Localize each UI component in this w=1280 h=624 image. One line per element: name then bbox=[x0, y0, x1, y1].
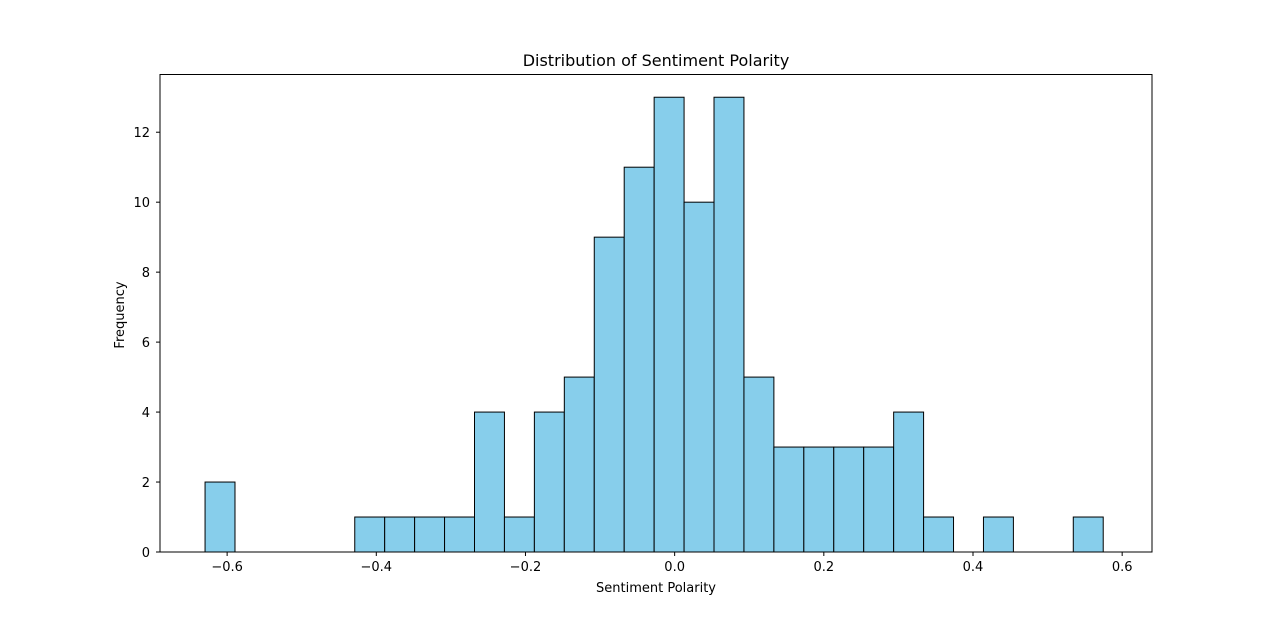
x-axis-label: Sentiment Polarity bbox=[596, 581, 716, 596]
x-tick-label: −0.2 bbox=[510, 560, 542, 575]
histogram-bar bbox=[474, 411, 505, 553]
histogram-bar bbox=[863, 446, 895, 553]
histogram-bar bbox=[414, 516, 446, 553]
histogram-bar bbox=[683, 201, 715, 553]
histogram-bar bbox=[444, 516, 475, 553]
x-tick-label: −0.4 bbox=[361, 560, 393, 575]
histogram-bar bbox=[743, 376, 775, 553]
axes-frame bbox=[159, 74, 1153, 553]
histogram-bar bbox=[503, 516, 535, 553]
histogram-bar bbox=[593, 236, 625, 553]
y-tick-label: 10 bbox=[133, 196, 150, 211]
histogram-bar bbox=[713, 96, 745, 553]
x-tick-label: −0.6 bbox=[211, 560, 243, 575]
histogram-bar bbox=[893, 411, 925, 553]
histogram-bar bbox=[563, 376, 595, 553]
histogram-bar bbox=[623, 166, 655, 553]
y-tick-label: 2 bbox=[142, 476, 150, 491]
x-tick-label: 0.0 bbox=[664, 560, 685, 575]
y-axis-ticks: 0 2 4 6 8 10 12 bbox=[133, 126, 160, 561]
histogram-bar bbox=[803, 446, 835, 553]
x-tick-label: 0.4 bbox=[963, 560, 984, 575]
x-tick-label: 0.6 bbox=[1112, 560, 1133, 575]
histogram-bar bbox=[982, 516, 1014, 553]
histogram-bar bbox=[833, 446, 865, 553]
histogram-bar bbox=[923, 516, 955, 553]
histogram-bar bbox=[354, 516, 386, 553]
x-tick-label: 0.2 bbox=[813, 560, 834, 575]
y-tick-label: 4 bbox=[142, 406, 150, 421]
bars-group bbox=[204, 96, 1104, 553]
y-tick-label: 8 bbox=[142, 266, 150, 281]
histogram-bar bbox=[384, 516, 416, 553]
histogram-bar bbox=[1072, 516, 1104, 553]
chart-title: Distribution of Sentiment Polarity bbox=[523, 51, 790, 70]
histogram-bar bbox=[653, 96, 685, 553]
y-tick-label: 0 bbox=[142, 546, 150, 561]
histogram-bar bbox=[533, 411, 565, 553]
y-axis-label: Frequency bbox=[113, 281, 128, 348]
histogram-bar bbox=[773, 446, 805, 553]
y-tick-label: 6 bbox=[142, 336, 150, 351]
x-axis-ticks: −0.6 −0.4 −0.2 0.0 0.2 0.4 0.6 bbox=[211, 552, 1133, 575]
y-tick-label: 12 bbox=[133, 126, 150, 141]
histogram-bar bbox=[204, 481, 236, 553]
